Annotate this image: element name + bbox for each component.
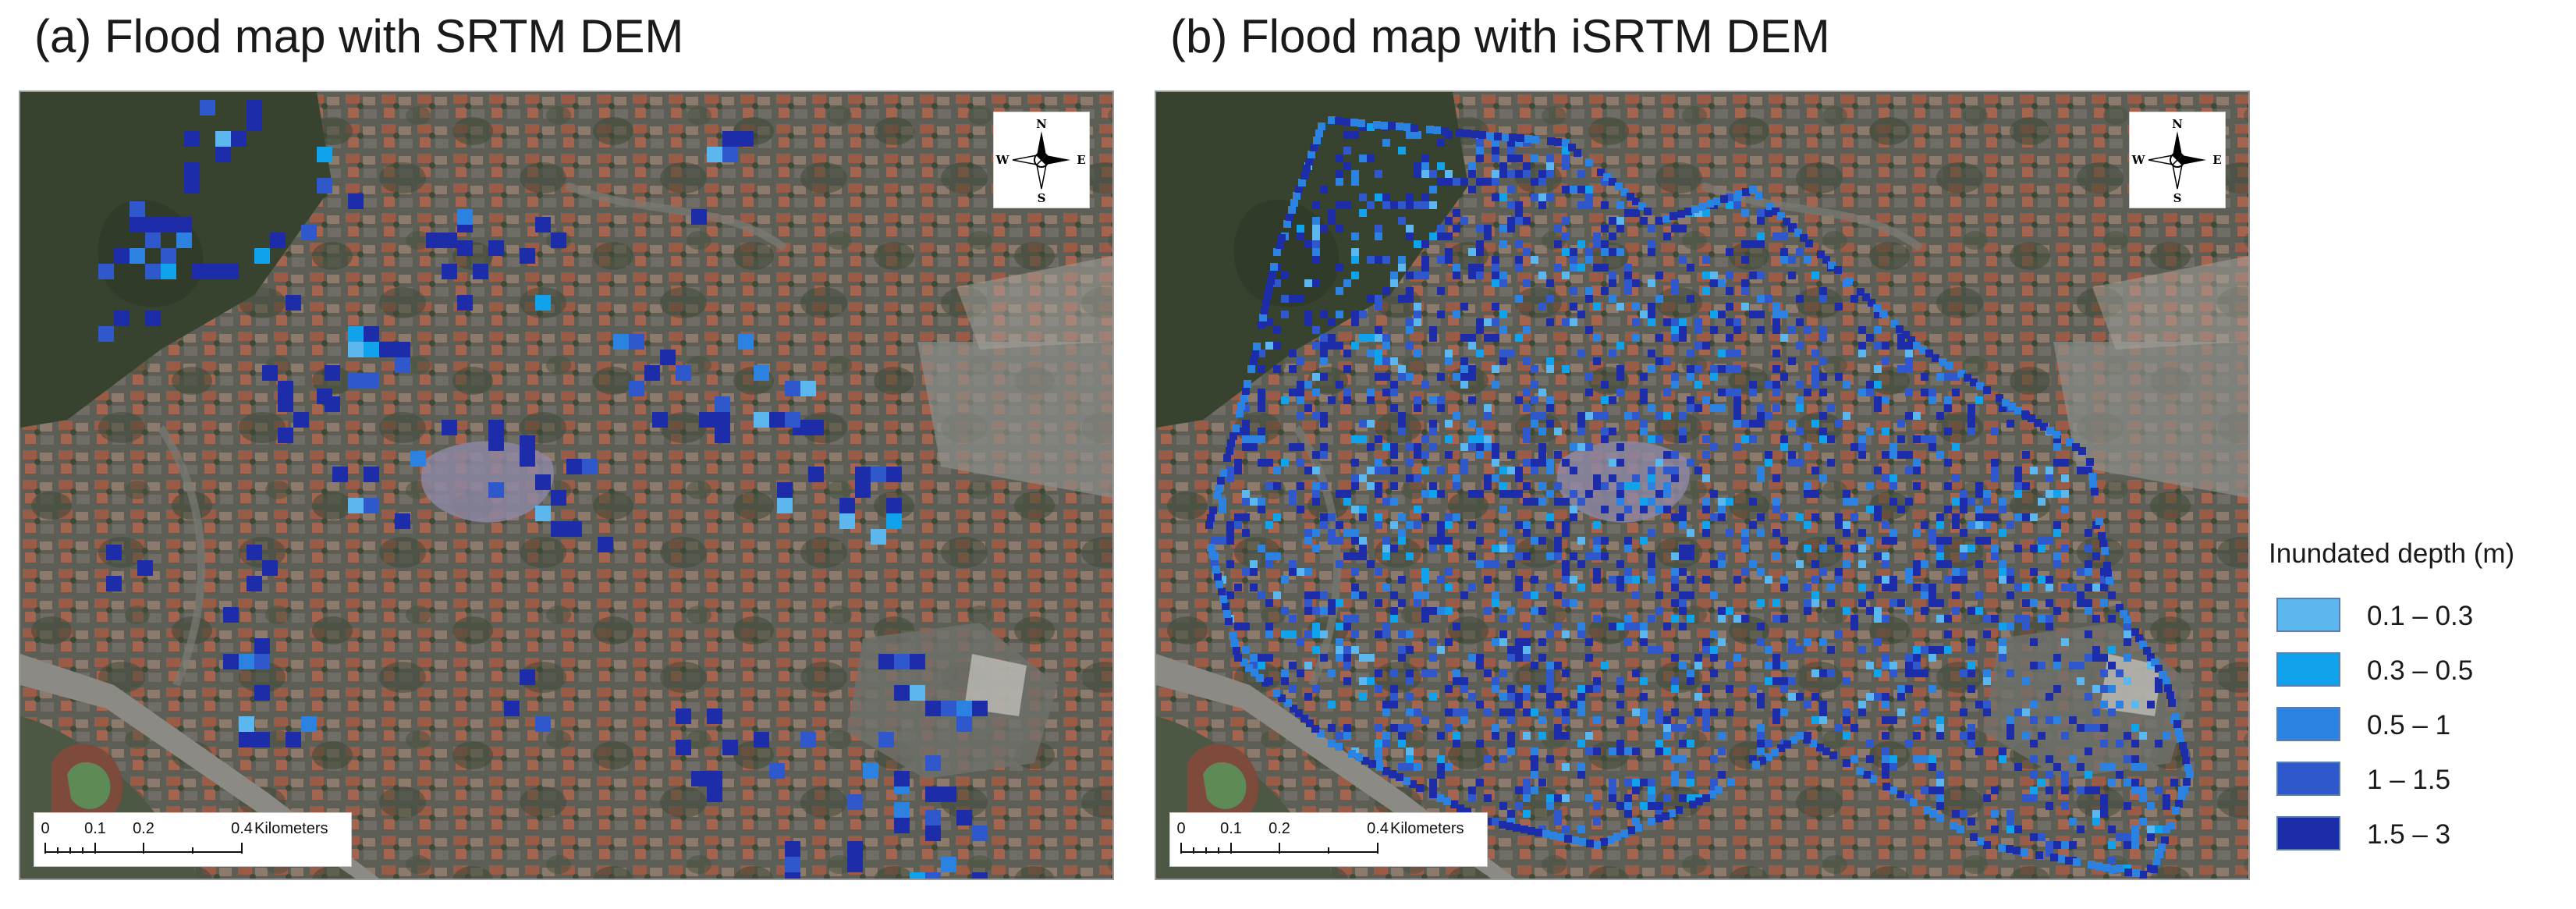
scale-bar: 0 0.1 0.2 0.4 Kilometers bbox=[1170, 813, 1487, 866]
scale-unit: Kilometers bbox=[254, 820, 328, 837]
scale-tick-2: 0.2 bbox=[133, 820, 154, 837]
flood-cells-isrtm bbox=[1205, 116, 2194, 879]
compass-e: E bbox=[2212, 153, 2221, 167]
aerial-image-isrtm bbox=[1156, 92, 2248, 879]
legend-item-0.5-1: 0.5 – 1 bbox=[2276, 707, 2557, 744]
compass-n: N bbox=[1036, 117, 1047, 131]
scale-unit: Kilometers bbox=[1390, 820, 1464, 837]
legend-label: 0.3 – 0.5 bbox=[2367, 655, 2474, 686]
compass-s: S bbox=[2173, 191, 2182, 205]
legend-label: 1 – 1.5 bbox=[2367, 765, 2451, 795]
legend-swatch bbox=[2276, 652, 2340, 687]
legend-swatch bbox=[2276, 762, 2340, 796]
flood-map-isrtm[interactable]: N S W E 0 0.1 0.2 0.4 Kilometers bbox=[1155, 91, 2250, 880]
scale-tick-0: 0 bbox=[1176, 820, 1185, 837]
flood-map-srtm[interactable]: N S W E 0 0.1 0.2 0.4 Kilometers bbox=[19, 91, 1114, 880]
scale-tick-1: 0.1 bbox=[1220, 820, 1242, 837]
scale-tick-4: 0.4 bbox=[1367, 820, 1389, 837]
aerial-image-srtm bbox=[20, 92, 1112, 879]
legend-item-1.5-3: 1.5 – 3 bbox=[2276, 816, 2557, 854]
legend-swatch bbox=[2276, 598, 2340, 632]
scale-tick-4: 0.4 bbox=[231, 820, 253, 837]
compass-w: W bbox=[995, 153, 1010, 167]
legend-label: 1.5 – 3 bbox=[2367, 819, 2451, 850]
legend-label: 0.1 – 0.3 bbox=[2367, 601, 2474, 631]
depth-legend: Inundated depth (m) 0.1 – 0.3 0.3 – 0.5 … bbox=[2266, 538, 2570, 866]
legend-title: Inundated depth (m) bbox=[2269, 538, 2515, 569]
compass-n: N bbox=[2172, 117, 2183, 131]
legend-label: 0.5 – 1 bbox=[2367, 710, 2451, 740]
scale-tick-2: 0.2 bbox=[1268, 820, 1290, 837]
compass-e: E bbox=[1077, 153, 1085, 167]
compass-rose-icon: N S W E bbox=[994, 112, 1089, 208]
legend-swatch bbox=[2276, 707, 2340, 741]
flood-cells-srtm bbox=[98, 100, 988, 879]
legend-swatch bbox=[2276, 816, 2340, 850]
scale-tick-0: 0 bbox=[41, 820, 49, 837]
legend-item-0.3-0.5: 0.3 – 0.5 bbox=[2276, 652, 2557, 690]
panel-b-title: (b) Flood map with iSRTM DEM bbox=[1170, 10, 1830, 62]
legend-item-1-1.5: 1 – 1.5 bbox=[2276, 762, 2557, 799]
panel-a-title: (a) Flood map with SRTM DEM bbox=[34, 10, 684, 62]
compass-s: S bbox=[1038, 191, 1046, 205]
compass-w: W bbox=[2131, 153, 2146, 167]
legend-item-0.1-0.3: 0.1 – 0.3 bbox=[2276, 598, 2557, 635]
scale-tick-1: 0.1 bbox=[84, 820, 106, 837]
scale-bar: 0 0.1 0.2 0.4 Kilometers bbox=[34, 813, 351, 866]
compass-rose-icon: N S W E bbox=[2130, 112, 2225, 208]
